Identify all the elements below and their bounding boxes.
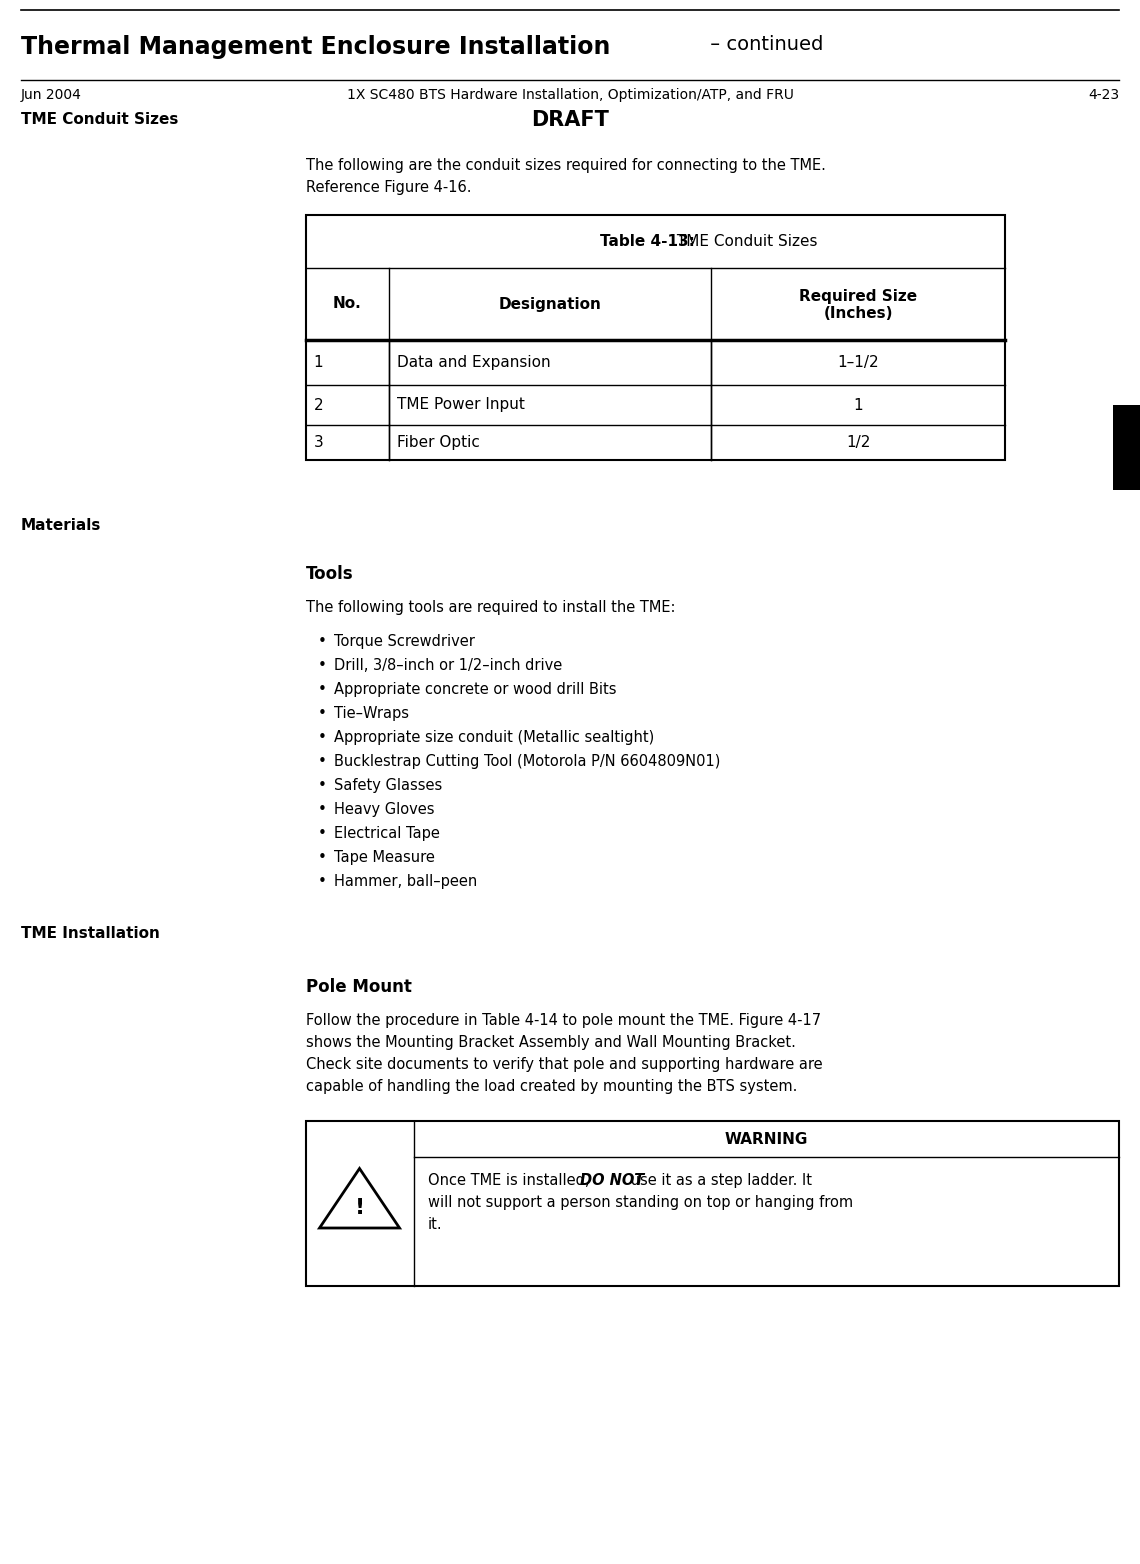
Text: Required Size: Required Size [799, 288, 918, 303]
Text: DRAFT: DRAFT [531, 109, 609, 130]
Text: Appropriate size conduit (Metallic sealtight): Appropriate size conduit (Metallic sealt… [334, 730, 653, 744]
Text: •: • [318, 705, 326, 721]
Text: Reference Figure 4-16.: Reference Figure 4-16. [306, 180, 471, 196]
Bar [1113, 405, 1140, 490]
Text: Thermal Management Enclosure Installation: Thermal Management Enclosure Installatio… [21, 34, 610, 59]
Text: TME Conduit Sizes: TME Conduit Sizes [673, 235, 817, 249]
Text: •: • [318, 849, 326, 865]
Text: 1: 1 [314, 355, 323, 371]
Text: TME Power Input: TME Power Input [398, 397, 526, 413]
Text: shows the Mounting Bracket Assembly and Wall Mounting Bracket.: shows the Mounting Bracket Assembly and … [306, 1035, 796, 1049]
Bar [306, 1121, 1119, 1286]
Text: Once TME is installed,: Once TME is installed, [428, 1173, 594, 1189]
Text: •: • [318, 633, 326, 649]
Text: Hammer, ball–peen: Hammer, ball–peen [334, 874, 477, 888]
Text: •: • [318, 754, 326, 769]
Text: Safety Glasses: Safety Glasses [334, 777, 442, 793]
Text: Data and Expansion: Data and Expansion [398, 355, 551, 371]
Text: Materials: Materials [21, 518, 101, 533]
Text: TME Conduit Sizes: TME Conduit Sizes [21, 113, 178, 127]
Text: 1X SC480 BTS Hardware Installation, Optimization/ATP, and FRU: 1X SC480 BTS Hardware Installation, Opti… [347, 88, 793, 102]
Text: Torque Screwdriver: Torque Screwdriver [334, 633, 474, 649]
Text: capable of handling the load created by mounting the BTS system.: capable of handling the load created by … [306, 1079, 797, 1093]
Text: Designation: Designation [499, 297, 602, 311]
Text: TME Installation: TME Installation [21, 926, 160, 942]
Text: Jun 2004: Jun 2004 [21, 88, 81, 102]
Text: 2: 2 [314, 397, 323, 413]
Text: Tape Measure: Tape Measure [334, 849, 434, 865]
Text: will not support a person standing on top or hanging from: will not support a person standing on to… [428, 1195, 853, 1211]
Text: •: • [318, 730, 326, 744]
Text: !: ! [355, 1198, 365, 1218]
Text: it.: it. [428, 1217, 442, 1232]
Text: •: • [318, 658, 326, 673]
Text: •: • [318, 777, 326, 793]
Text: 1: 1 [854, 397, 863, 413]
Text: Electrical Tape: Electrical Tape [334, 826, 439, 841]
Text: (Inches): (Inches) [823, 307, 893, 322]
Text: 1/2: 1/2 [846, 435, 870, 450]
Text: 3: 3 [314, 435, 324, 450]
Text: 4-23: 4-23 [1089, 88, 1119, 102]
Text: •: • [318, 802, 326, 816]
Text: 4: 4 [1122, 441, 1132, 455]
Text: use it as a step ladder. It: use it as a step ladder. It [626, 1173, 812, 1189]
Text: 1–1/2: 1–1/2 [837, 355, 879, 371]
Text: •: • [318, 682, 326, 698]
Text: WARNING: WARNING [725, 1131, 808, 1146]
Text: •: • [318, 874, 326, 888]
Text: – continued: – continued [703, 34, 823, 55]
Text: Follow the procedure in Table 4-14 to pole mount the TME. Figure 4-17: Follow the procedure in Table 4-14 to po… [306, 1013, 821, 1028]
Text: Heavy Gloves: Heavy Gloves [334, 802, 434, 816]
Text: Pole Mount: Pole Mount [306, 978, 412, 996]
Bar [306, 214, 1005, 460]
Text: The following tools are required to install the TME:: The following tools are required to inst… [306, 601, 675, 615]
Text: Table 4-13:: Table 4-13: [601, 235, 695, 249]
Text: Check site documents to verify that pole and supporting hardware are: Check site documents to verify that pole… [306, 1057, 822, 1071]
Text: The following are the conduit sizes required for connecting to the TME.: The following are the conduit sizes requ… [306, 158, 825, 174]
Text: Drill, 3/8–inch or 1/2–inch drive: Drill, 3/8–inch or 1/2–inch drive [334, 658, 562, 673]
Text: DO NOT: DO NOT [579, 1173, 644, 1189]
Text: Appropriate concrete or wood drill Bits: Appropriate concrete or wood drill Bits [334, 682, 616, 698]
Text: Fiber Optic: Fiber Optic [398, 435, 480, 450]
Text: Tools: Tools [306, 565, 353, 583]
Text: Bucklestrap Cutting Tool (Motorola P/N 6604809N01): Bucklestrap Cutting Tool (Motorola P/N 6… [334, 754, 719, 769]
Text: No.: No. [333, 297, 361, 311]
Text: Tie–Wraps: Tie–Wraps [334, 705, 408, 721]
Text: •: • [318, 826, 326, 841]
